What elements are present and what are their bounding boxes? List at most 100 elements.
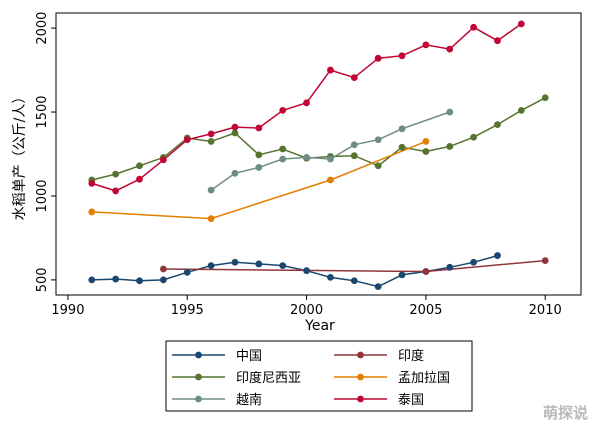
y-tick-label: 2000 xyxy=(35,12,50,45)
data-point xyxy=(446,108,454,116)
data-point xyxy=(88,179,96,187)
x-tick-label: 2000 xyxy=(290,303,323,318)
data-point xyxy=(446,45,454,53)
data-point xyxy=(517,106,525,114)
data-point xyxy=(136,277,143,285)
data-point xyxy=(303,99,310,107)
data-point xyxy=(470,258,478,266)
data-point xyxy=(255,260,263,268)
data-point xyxy=(231,258,239,266)
data-point xyxy=(207,138,215,145)
data-point xyxy=(470,133,478,141)
data-point xyxy=(159,156,167,164)
legend-label: 泰国 xyxy=(398,393,424,408)
data-point xyxy=(88,208,96,216)
data-point xyxy=(494,252,501,259)
data-point xyxy=(183,136,191,144)
data-point xyxy=(422,148,430,155)
x-tick-label: 1990 xyxy=(51,303,84,318)
data-point xyxy=(231,169,239,177)
data-point xyxy=(279,145,287,153)
data-point xyxy=(494,121,501,129)
legend-swatch-marker xyxy=(195,373,202,381)
data-point xyxy=(279,155,287,163)
data-point xyxy=(350,152,358,160)
data-point xyxy=(374,162,382,170)
data-point xyxy=(231,123,239,131)
series-line-2 xyxy=(91,97,546,181)
legend-label: 中国 xyxy=(236,349,262,364)
data-point xyxy=(183,268,191,276)
data-point xyxy=(422,41,430,49)
legend-label: 越南 xyxy=(236,392,262,408)
data-point xyxy=(374,283,382,291)
data-point xyxy=(350,74,358,82)
data-point xyxy=(398,271,406,279)
data-point xyxy=(398,52,406,60)
data-point xyxy=(112,275,120,283)
data-point xyxy=(136,175,143,183)
data-point xyxy=(255,164,263,171)
x-tick-label: 2005 xyxy=(409,303,442,318)
data-point xyxy=(279,106,287,114)
y-tick-label: 500 xyxy=(35,267,50,292)
data-point xyxy=(422,138,430,145)
data-point xyxy=(398,143,406,151)
data-point xyxy=(541,257,549,264)
y-axis-title: 水稻单产（公斤/人） xyxy=(12,90,28,221)
data-point xyxy=(159,276,167,284)
data-point xyxy=(303,153,310,161)
x-axis-title: Year xyxy=(304,318,335,334)
data-point xyxy=(159,265,167,273)
data-point xyxy=(541,94,549,102)
watermark-logo: 萌探说 xyxy=(543,404,588,422)
legend-label: 印度 xyxy=(398,348,424,364)
data-point xyxy=(207,215,215,223)
axes: 1990 1995 2000 2005 2010 500 1000 1500 2000 xyxy=(35,12,582,318)
legend-swatch-marker xyxy=(357,395,364,403)
data-point xyxy=(422,268,430,275)
y-tick-label: 1000 xyxy=(35,179,50,212)
legend-swatch-marker xyxy=(357,373,364,381)
data-point xyxy=(279,262,287,270)
data-point xyxy=(88,276,96,284)
data-point xyxy=(231,129,239,137)
data-point xyxy=(446,143,454,150)
data-point xyxy=(374,54,382,62)
data-point xyxy=(207,262,215,270)
data-point xyxy=(350,277,358,285)
data-point xyxy=(255,124,263,132)
legend-swatch-marker xyxy=(195,351,202,359)
data-point xyxy=(207,130,215,138)
series-points xyxy=(88,20,549,291)
data-point xyxy=(327,176,334,184)
data-point xyxy=(255,151,263,159)
data-point xyxy=(303,267,310,275)
data-point xyxy=(327,155,334,163)
plot-frame xyxy=(55,12,582,296)
series-line-3 xyxy=(91,140,427,220)
legend-swatch-marker xyxy=(195,395,202,403)
legend-label: 孟加拉国 xyxy=(398,371,450,386)
y-tick-label: 1500 xyxy=(35,95,50,128)
data-point xyxy=(112,170,120,178)
data-point xyxy=(494,37,501,45)
series-line-4 xyxy=(210,111,451,191)
data-point xyxy=(470,23,478,31)
data-point xyxy=(327,273,334,281)
legend-label: 印度尼西亚 xyxy=(236,370,301,386)
data-point xyxy=(517,20,525,28)
data-point xyxy=(374,136,382,144)
data-point xyxy=(398,125,406,133)
data-point xyxy=(327,66,334,74)
data-point xyxy=(112,187,120,195)
data-point xyxy=(350,141,358,149)
data-point xyxy=(136,162,143,170)
data-point xyxy=(446,263,454,271)
x-tick-label: 2010 xyxy=(529,303,562,318)
legend-swatch-marker xyxy=(357,351,364,359)
data-point xyxy=(207,186,215,194)
